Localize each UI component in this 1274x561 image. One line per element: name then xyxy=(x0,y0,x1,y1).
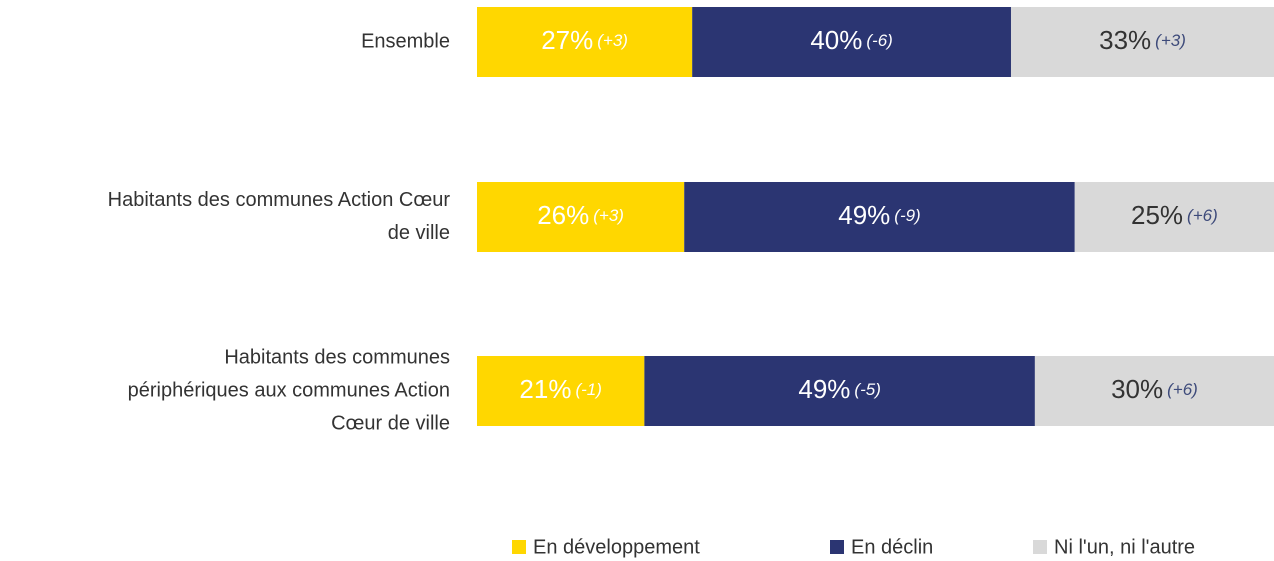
change-label: (-1) xyxy=(575,380,601,399)
change-label: (+3) xyxy=(593,206,624,225)
category-label: Habitants des communes Action Cœur de vi… xyxy=(107,189,450,244)
category-label: Ensemble xyxy=(361,30,450,53)
change-label: (+3) xyxy=(1155,31,1186,50)
legend-swatch xyxy=(830,540,844,554)
bar-segment xyxy=(644,356,1035,426)
legend-label: En développement xyxy=(533,536,700,558)
value-label: 33% (+3) xyxy=(1099,25,1186,55)
bar-segment xyxy=(477,7,693,77)
bar-segment xyxy=(1010,7,1274,77)
change-label: (-6) xyxy=(866,31,892,50)
bar-segment xyxy=(684,182,1075,252)
value-text: 49% xyxy=(838,200,890,230)
legend-swatch xyxy=(512,540,526,554)
bar-segment xyxy=(1034,356,1274,426)
value-label: 27% (+3) xyxy=(541,25,628,55)
value-text: 25% xyxy=(1131,200,1183,230)
change-label: (-5) xyxy=(854,380,880,399)
value-text: 40% xyxy=(810,25,862,55)
value-text: 26% xyxy=(537,200,589,230)
value-label: 40% (-6) xyxy=(810,25,893,55)
value-label: 49% (-9) xyxy=(838,200,921,230)
value-label: 30% (+6) xyxy=(1111,374,1198,404)
value-label: 25% (+6) xyxy=(1131,200,1218,230)
bar-segment xyxy=(477,356,645,426)
value-text: 27% xyxy=(541,25,593,55)
bar-segment xyxy=(692,7,1011,77)
value-label: 21% (-1) xyxy=(519,374,602,404)
bar-segment xyxy=(1074,182,1274,252)
change-label: (-9) xyxy=(894,206,920,225)
category-label: Habitants des communes périphériques aux… xyxy=(127,346,450,435)
legend-label: En déclin xyxy=(851,536,933,558)
value-label: 49% (-5) xyxy=(798,374,881,404)
value-text: 49% xyxy=(798,374,850,404)
value-text: 21% xyxy=(519,374,571,404)
bar-segment xyxy=(477,182,685,252)
change-label: (+3) xyxy=(597,31,628,50)
legend-label: Ni l'un, ni l'autre xyxy=(1054,536,1195,558)
change-label: (+6) xyxy=(1167,380,1198,399)
value-text: 33% xyxy=(1099,25,1151,55)
change-label: (+6) xyxy=(1187,206,1218,225)
value-label: 26% (+3) xyxy=(537,200,624,230)
value-text: 30% xyxy=(1111,374,1163,404)
legend-swatch xyxy=(1033,540,1047,554)
